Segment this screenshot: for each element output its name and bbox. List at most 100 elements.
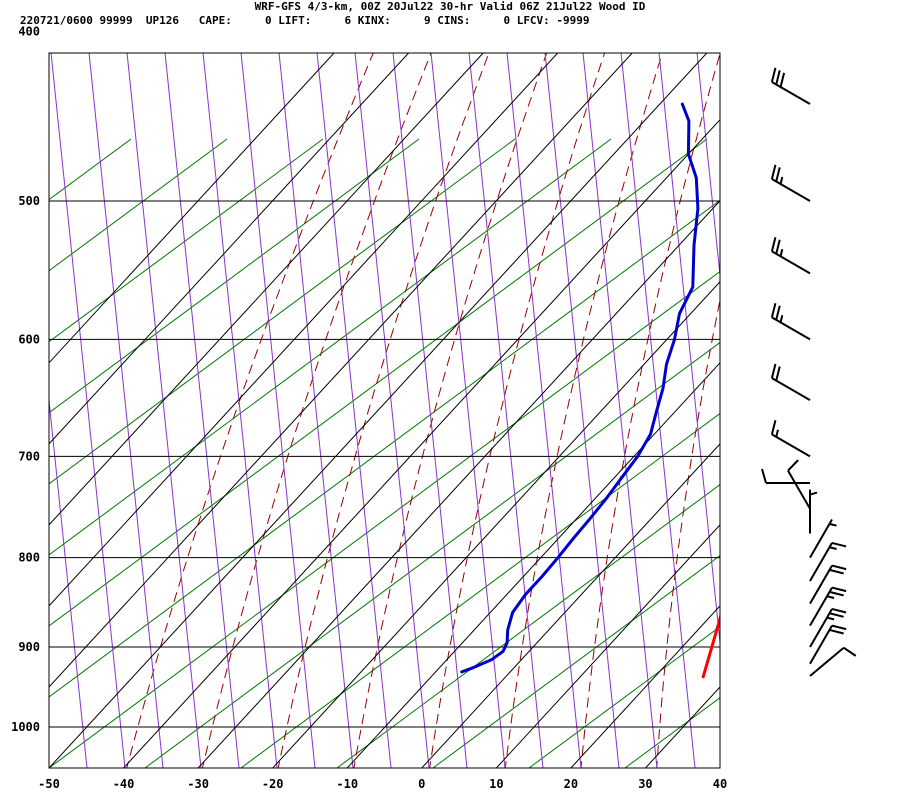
mixing-ratio-line xyxy=(49,138,516,485)
mixing-ratio-line xyxy=(49,138,612,556)
wind-barb-staff xyxy=(787,470,811,510)
wind-barb-feather xyxy=(829,628,844,635)
wind-barb-staff xyxy=(771,433,811,458)
x-tick-label: 40 xyxy=(713,777,727,791)
dry-adiabat-line xyxy=(353,53,548,768)
x-tick-labels: -50 -40 -30 -20 -10 0 10 20 30 40 xyxy=(38,777,727,791)
moist-adiabat-line xyxy=(658,53,720,648)
wind-barb xyxy=(770,419,811,458)
wind-barb-feather xyxy=(779,72,786,88)
wind-barb xyxy=(809,541,847,582)
isotherm-line xyxy=(495,524,720,768)
mixing-ratio-line xyxy=(528,626,720,768)
wind-barbs xyxy=(761,67,857,677)
wind-barb-feather xyxy=(829,612,844,618)
wind-barb xyxy=(809,586,847,627)
x-tick-label: -20 xyxy=(262,777,284,791)
x-tick-label: -10 xyxy=(336,777,358,791)
mixing-ratio-line xyxy=(721,139,900,768)
wind-barb xyxy=(809,607,847,648)
dewpoint-trace xyxy=(460,102,700,674)
wind-barb-feather xyxy=(761,468,767,484)
moist-adiabat-line xyxy=(506,53,582,768)
wind-barb xyxy=(809,624,847,665)
sounding-traces xyxy=(460,102,720,679)
wind-barb-feather xyxy=(775,239,781,255)
wind-barb-half-feather xyxy=(779,176,784,185)
wind-barb xyxy=(770,164,811,202)
moist-adiabat-line xyxy=(696,53,720,280)
mixing-ratio-line xyxy=(49,138,420,414)
isotherm-line xyxy=(49,53,708,768)
x-tick-label: 30 xyxy=(638,777,652,791)
x-tick-label: -40 xyxy=(113,777,135,791)
moist-adiabat-line xyxy=(848,43,900,768)
wind-barb-feather xyxy=(770,419,777,435)
moist-adiabat-line xyxy=(544,53,620,768)
gridlines xyxy=(0,13,900,772)
y-tick-label: 900 xyxy=(18,640,40,654)
mixing-ratio-line xyxy=(49,270,720,768)
dry-adiabat-line xyxy=(201,53,432,768)
wind-barb-half-feather xyxy=(779,315,784,323)
wind-barb xyxy=(770,67,811,105)
wind-barb-half-feather xyxy=(779,249,784,257)
moist-adiabat-line xyxy=(810,43,885,768)
wind-barb-staff xyxy=(771,178,811,202)
wind-barb-feather xyxy=(787,459,799,472)
isotherm-line xyxy=(123,118,720,768)
mixing-ratio-line xyxy=(240,412,720,768)
wind-barb-staff xyxy=(809,646,845,677)
dry-adiabat-line xyxy=(277,53,490,768)
wind-barb-staff xyxy=(771,81,811,105)
wind-barb xyxy=(809,564,847,605)
mixing-ratio-line xyxy=(817,139,900,768)
wind-barb-staff xyxy=(809,608,833,648)
wind-barb-staff xyxy=(809,542,833,582)
isotherm-line xyxy=(49,53,559,607)
mixing-ratio-line xyxy=(49,138,324,343)
wind-barb-feather xyxy=(770,302,777,318)
wind-barb-half-feather xyxy=(809,491,818,496)
dry-adiabat-line xyxy=(732,13,846,772)
moist-adiabat-line xyxy=(278,53,354,768)
wind-barb xyxy=(770,236,811,275)
y-tick-label: 800 xyxy=(18,551,40,565)
wind-barb-feather xyxy=(770,236,777,252)
isotherm-line xyxy=(197,199,720,768)
wind-barb-staff xyxy=(809,587,833,627)
x-tick-label: -50 xyxy=(38,777,60,791)
wind-barb-staff xyxy=(771,250,811,275)
moist-adiabat-line xyxy=(392,53,468,768)
wind-barb xyxy=(770,363,811,401)
plot-frame xyxy=(48,52,721,769)
wind-barb xyxy=(809,646,857,677)
wind-barb-feather xyxy=(831,624,847,631)
wind-barb-feather xyxy=(770,67,777,83)
wind-barb-feather xyxy=(770,164,777,180)
mixing-ratio-line xyxy=(49,138,708,627)
moist-adiabat-line xyxy=(164,53,240,768)
mixing-ratio-line xyxy=(336,483,720,768)
moist-adiabat-line xyxy=(0,43,11,768)
isotherm-line xyxy=(49,53,484,526)
wind-barb-feather xyxy=(831,607,847,614)
wind-barb-feather xyxy=(775,70,781,85)
wind-barb-staff xyxy=(809,565,833,605)
wind-barb-feather xyxy=(775,305,781,321)
mixing-ratio-line xyxy=(144,341,720,768)
moist-adiabat-line xyxy=(734,43,809,768)
mixing-ratio-line xyxy=(49,138,228,272)
y-tick-label: 600 xyxy=(18,332,40,346)
chart-title: WRF-GFS 4/3-km, 00Z 20Jul22 30-hr Valid … xyxy=(254,0,646,13)
x-tick-label: 10 xyxy=(489,777,503,791)
wind-barb-feather xyxy=(775,366,781,381)
y-tick-label: 400 xyxy=(18,25,40,39)
moist-adiabat-line xyxy=(49,763,50,768)
mixing-ratio-line xyxy=(49,199,720,698)
wind-barb-staff xyxy=(771,377,811,401)
wind-barb-feather xyxy=(829,568,844,575)
x-tick-label: 20 xyxy=(564,777,578,791)
moist-adiabat-line xyxy=(354,53,430,768)
